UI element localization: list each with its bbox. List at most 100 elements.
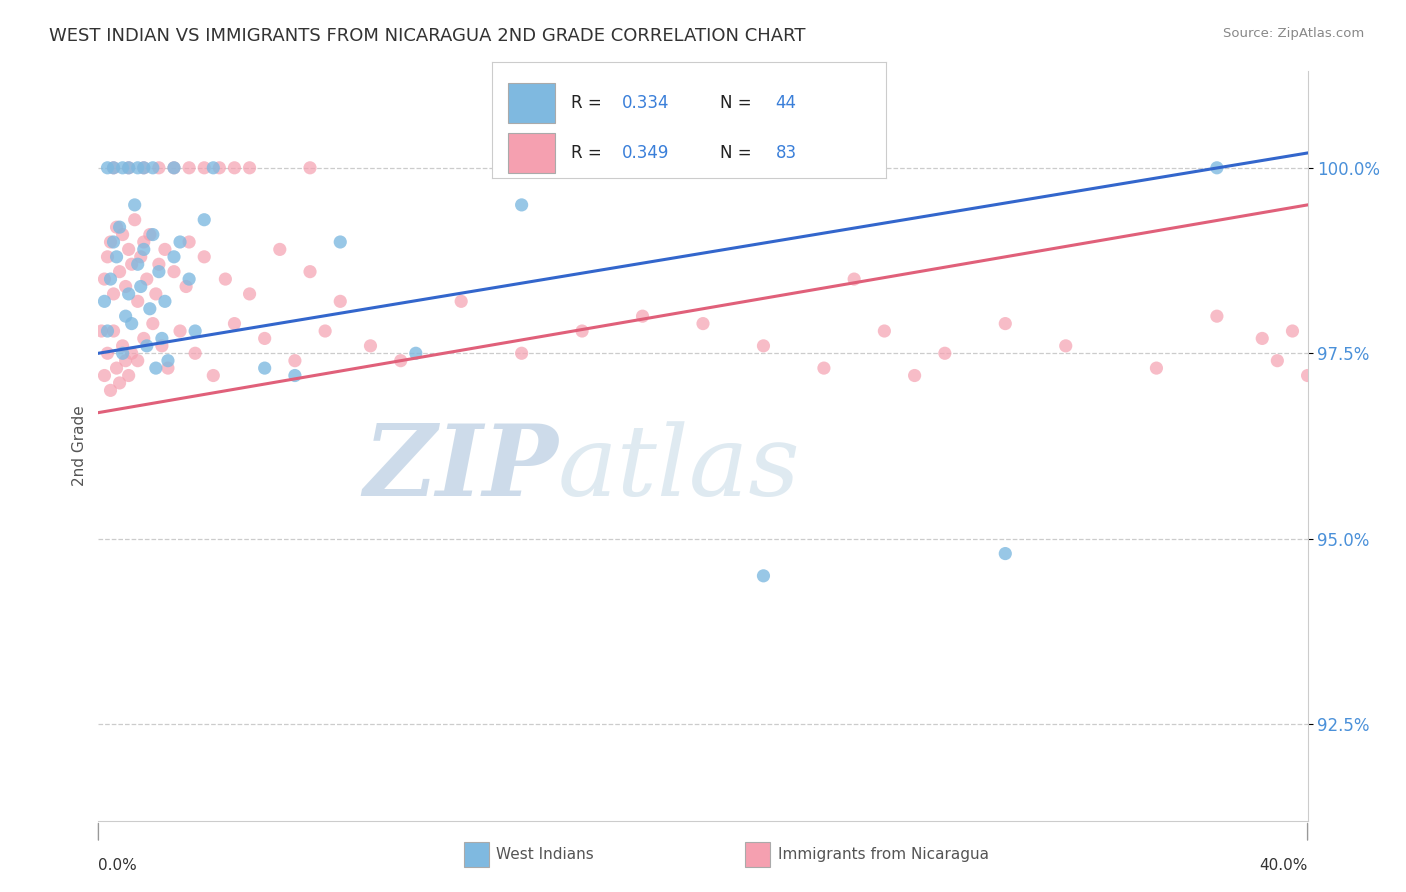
Point — [169, 235, 191, 249]
Point — [631, 309, 654, 323]
Point — [100, 272, 122, 286]
Point — [105, 361, 128, 376]
Point — [179, 235, 201, 249]
Point — [813, 361, 835, 376]
Point — [121, 257, 143, 271]
Point — [121, 317, 143, 331]
Point — [904, 368, 927, 383]
Point — [1054, 339, 1077, 353]
Point — [114, 309, 136, 323]
Point — [103, 161, 125, 175]
Point — [1296, 368, 1319, 383]
Point — [153, 243, 176, 257]
Point — [179, 161, 201, 175]
Point — [148, 265, 170, 279]
Point — [108, 265, 131, 279]
Point — [156, 361, 179, 376]
Point — [96, 346, 118, 360]
Point — [239, 161, 262, 175]
Point — [873, 324, 896, 338]
Point — [127, 294, 149, 309]
Point — [994, 547, 1017, 561]
Point — [96, 250, 118, 264]
Point — [253, 331, 276, 345]
Text: West Indians: West Indians — [496, 847, 595, 862]
Point — [1281, 324, 1303, 338]
Text: 40.0%: 40.0% — [1260, 858, 1308, 873]
Point — [1146, 361, 1168, 376]
Point — [139, 227, 162, 242]
Point — [299, 161, 322, 175]
Point — [145, 287, 167, 301]
Point — [1267, 353, 1289, 368]
Point — [100, 235, 122, 249]
Text: R =: R = — [571, 94, 607, 112]
Point — [163, 161, 186, 175]
Point — [105, 220, 128, 235]
Point — [510, 198, 533, 212]
Point — [1206, 309, 1229, 323]
Point — [239, 287, 262, 301]
Point — [163, 265, 186, 279]
Point — [114, 279, 136, 293]
Point — [118, 243, 141, 257]
Point — [174, 279, 197, 293]
Point — [111, 339, 134, 353]
Point — [253, 361, 276, 376]
Bar — [508, 83, 555, 123]
Point — [129, 279, 152, 293]
Point — [129, 250, 152, 264]
Point — [193, 212, 215, 227]
Text: R =: R = — [571, 144, 607, 161]
Text: 0.0%: 0.0% — [98, 858, 138, 873]
Point — [118, 161, 141, 175]
Point — [111, 346, 134, 360]
Point — [510, 346, 533, 360]
Point — [93, 294, 115, 309]
Point — [269, 243, 291, 257]
Point — [150, 331, 173, 345]
Point — [111, 227, 134, 242]
Point — [132, 243, 155, 257]
Text: N =: N = — [720, 144, 758, 161]
Text: WEST INDIAN VS IMMIGRANTS FROM NICARAGUA 2ND GRADE CORRELATION CHART: WEST INDIAN VS IMMIGRANTS FROM NICARAGUA… — [49, 27, 806, 45]
Point — [108, 376, 131, 390]
Point — [105, 250, 128, 264]
Point — [163, 250, 186, 264]
Point — [103, 235, 125, 249]
Point — [148, 257, 170, 271]
Point — [179, 272, 201, 286]
Point — [118, 161, 141, 175]
Point — [329, 235, 352, 249]
Text: N =: N = — [720, 94, 758, 112]
Point — [752, 339, 775, 353]
Point — [184, 346, 207, 360]
Point — [103, 287, 125, 301]
Point — [127, 161, 149, 175]
Point — [145, 361, 167, 376]
Point — [202, 161, 225, 175]
Point — [124, 198, 146, 212]
Point — [284, 353, 307, 368]
Point — [135, 272, 157, 286]
Point — [752, 569, 775, 583]
Point — [103, 324, 125, 338]
Point — [193, 250, 215, 264]
Point — [111, 161, 134, 175]
Point — [127, 353, 149, 368]
Point — [142, 317, 165, 331]
Point — [118, 368, 141, 383]
Point — [844, 272, 866, 286]
Point — [114, 353, 136, 368]
Text: ZIP: ZIP — [363, 420, 558, 516]
Point — [284, 368, 307, 383]
Y-axis label: 2nd Grade: 2nd Grade — [72, 406, 87, 486]
Text: 83: 83 — [776, 144, 797, 161]
Point — [132, 161, 155, 175]
Point — [127, 257, 149, 271]
Point — [450, 294, 472, 309]
Point — [90, 324, 112, 338]
Point — [100, 384, 122, 398]
Point — [1251, 331, 1274, 345]
Point — [208, 161, 231, 175]
